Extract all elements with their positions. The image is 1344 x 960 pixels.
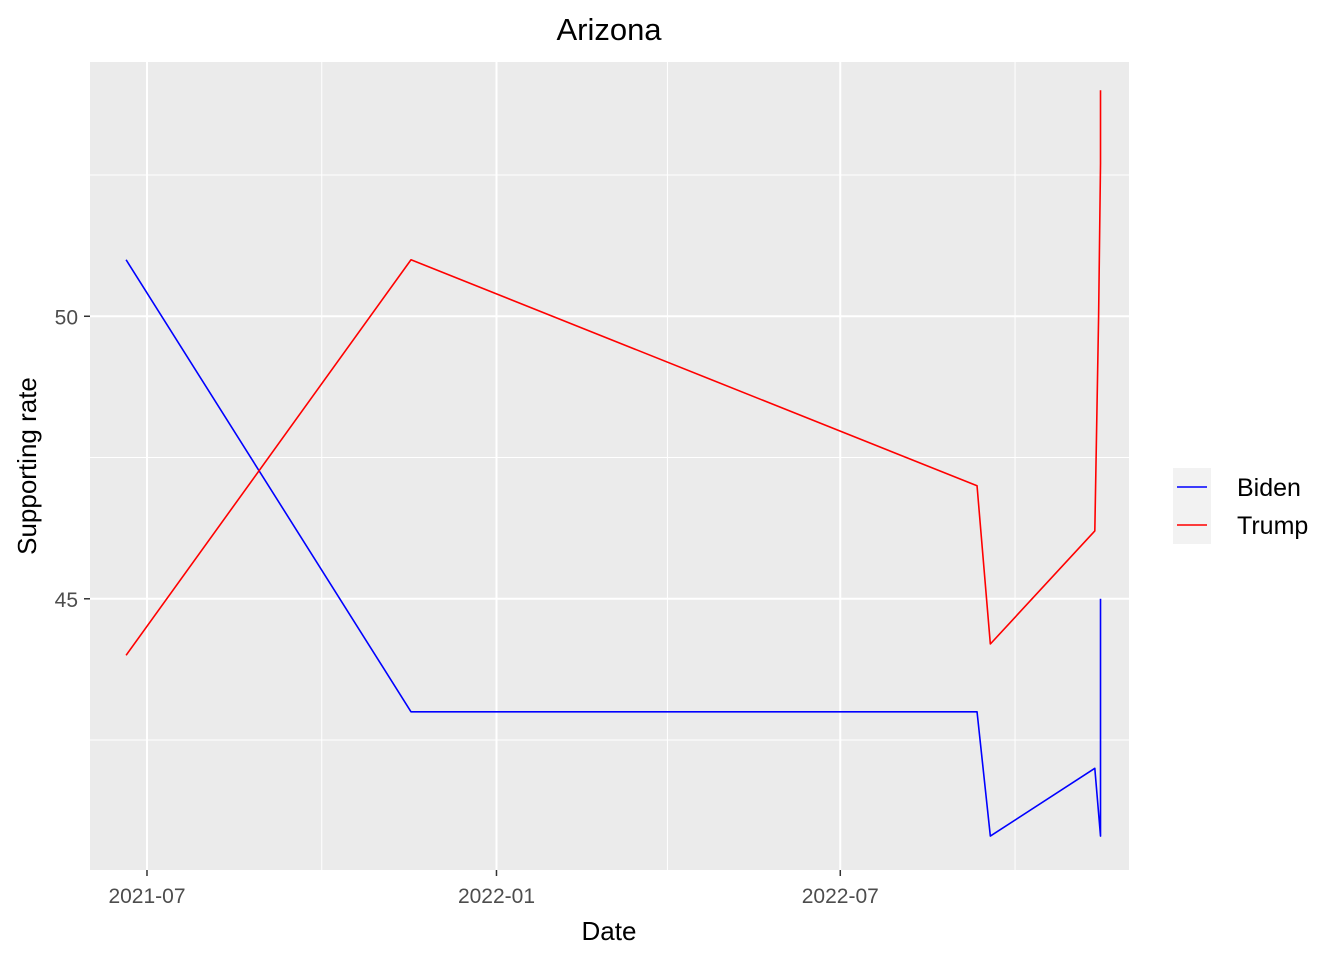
legend-key-background bbox=[1173, 468, 1211, 544]
major-gridlines bbox=[90, 62, 1129, 870]
x-tick-label: 2021-07 bbox=[108, 885, 185, 908]
chart-title: Arizona bbox=[556, 12, 662, 47]
y-axis: 45 50 bbox=[55, 306, 90, 612]
x-tick-label: 2022-01 bbox=[458, 885, 535, 908]
y-tick-label: 50 bbox=[55, 306, 78, 329]
y-axis-title: Supporting rate bbox=[12, 377, 42, 555]
legend-label-trump: Trump bbox=[1237, 512, 1308, 540]
x-axis-title: Date bbox=[582, 916, 637, 946]
series-line-trump bbox=[125, 90, 1102, 656]
plot-panel bbox=[90, 62, 1129, 870]
y-tick-label: 45 bbox=[55, 589, 78, 612]
x-tick-label: 2022-07 bbox=[802, 885, 879, 908]
legend-label-biden: Biden bbox=[1237, 474, 1301, 502]
legend: Biden Trump bbox=[1173, 468, 1308, 544]
series-layer bbox=[125, 90, 1102, 837]
minor-gridlines bbox=[90, 62, 1129, 870]
x-axis: 2021-07 2022-01 2022-07 bbox=[108, 870, 879, 908]
series-line-biden bbox=[125, 259, 1102, 837]
